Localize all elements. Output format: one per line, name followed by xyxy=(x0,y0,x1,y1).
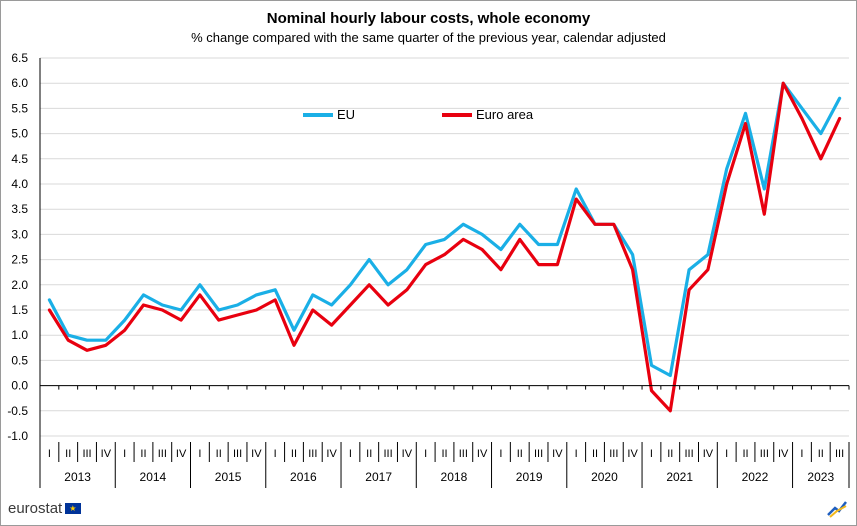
series-lines xyxy=(47,81,842,413)
x-quarter-label: III xyxy=(760,448,769,460)
x-quarter-label: I xyxy=(274,448,277,460)
legend: EU Euro area xyxy=(303,107,534,122)
y-tick-label: 4.5 xyxy=(11,152,28,166)
series-euro-area-line xyxy=(47,81,842,413)
x-quarter-label: IV xyxy=(326,448,337,460)
chart-title: Nominal hourly labour costs, whole econo… xyxy=(266,10,591,27)
y-tick-label: 1.0 xyxy=(11,328,28,342)
x-quarter-label: II xyxy=(592,448,598,460)
x-quarter-label: IV xyxy=(703,448,714,460)
x-year-label: 2017 xyxy=(365,470,392,484)
eurostat-logo: eurostat ★ xyxy=(8,500,82,517)
x-quarter-label: II xyxy=(216,448,222,460)
x-quarter-label: IV xyxy=(402,448,413,460)
x-quarter-label: I xyxy=(48,448,51,460)
y-tick-label: 5.0 xyxy=(11,127,28,141)
x-quarter-label: II xyxy=(291,448,297,460)
x-quarter-label: II xyxy=(667,448,673,460)
x-quarter-label: II xyxy=(441,448,447,460)
x-year-label: 2016 xyxy=(290,470,317,484)
x-quarter-label: I xyxy=(725,448,728,460)
y-tick-label: 3.0 xyxy=(11,227,28,241)
chart-subtitle: % change compared with the same quarter … xyxy=(191,30,666,45)
x-quarter-label: III xyxy=(835,448,844,460)
eu-flag-icon: ★ xyxy=(65,503,82,514)
x-year-label: 2018 xyxy=(441,470,468,484)
x-year-label: 2022 xyxy=(742,470,769,484)
y-tick-label: -1.0 xyxy=(7,429,28,443)
y-axis-ticks: 6.5 6.0 5.5 5.0 4.5 4.0 3.5 3.0 2.5 2.0 1.5 1.0 0.5 0… xyxy=(7,51,28,443)
series-eu-line xyxy=(47,81,842,378)
x-year-label: 2020 xyxy=(591,470,618,484)
x-quarter-label: II xyxy=(818,448,824,460)
x-quarter-label: III xyxy=(383,448,392,460)
y-tick-label: 0.5 xyxy=(11,353,28,367)
x-quarter-label: I xyxy=(650,448,653,460)
x-year-label: 2019 xyxy=(516,470,543,484)
y-tick-label: 5.5 xyxy=(11,101,28,115)
x-quarter-label: I xyxy=(499,448,502,460)
x-year-label: 2023 xyxy=(807,470,834,484)
x-quarter-label: II xyxy=(742,448,748,460)
y-tick-label: 2.5 xyxy=(11,253,28,267)
x-quarter-label: IV xyxy=(627,448,638,460)
x-year-label: 2014 xyxy=(140,470,167,484)
x-quarter-label: II xyxy=(140,448,146,460)
x-quarter-label: III xyxy=(158,448,167,460)
x-quarter-label: IV xyxy=(251,448,262,460)
x-year-label: 2013 xyxy=(64,470,91,484)
y-tick-label: 0.0 xyxy=(11,379,28,393)
x-quarter-label: II xyxy=(517,448,523,460)
x-quarter-label: IV xyxy=(552,448,563,460)
x-quarter-label: II xyxy=(65,448,71,460)
legend-euro-area-label: Euro area xyxy=(476,107,534,122)
x-axis: I II III IV I II III IV I II III IV I II III IV I II III IV… xyxy=(39,58,850,488)
x-quarter-label: IV xyxy=(778,448,789,460)
x-quarter-label: III xyxy=(233,448,242,460)
y-tick-label: 6.5 xyxy=(11,51,28,65)
x-quarter-label: I xyxy=(123,448,126,460)
x-quarter-label: IV xyxy=(477,448,488,460)
y-tick-label: 3.5 xyxy=(11,202,28,216)
x-quarter-label: IV xyxy=(101,448,112,460)
y-tick-label: 1.5 xyxy=(11,303,28,317)
brand-text: eurostat xyxy=(8,500,63,517)
x-quarter-label: I xyxy=(349,448,352,460)
y-tick-label: 6.0 xyxy=(11,76,28,90)
x-year-label: 2021 xyxy=(666,470,693,484)
legend-gap xyxy=(44,102,216,108)
y-tick-label: 4.0 xyxy=(11,177,28,191)
gridlines xyxy=(40,57,849,437)
x-quarter-label: III xyxy=(684,448,693,460)
x-quarter-label: I xyxy=(198,448,201,460)
x-quarter-label: II xyxy=(366,448,372,460)
x-quarter-label: III xyxy=(459,448,468,460)
eurostat-arrow-icon xyxy=(827,501,847,518)
x-quarter-label: IV xyxy=(176,448,187,460)
x-quarter-label: III xyxy=(534,448,543,460)
x-quarter-label: I xyxy=(800,448,803,460)
x-quarter-label: I xyxy=(424,448,427,460)
x-quarter-label: I xyxy=(575,448,578,460)
legend-eu-label: EU xyxy=(337,107,355,122)
x-quarter-label: III xyxy=(308,448,317,460)
y-tick-label: 2.0 xyxy=(11,278,28,292)
y-tick-label: -0.5 xyxy=(7,404,28,418)
x-quarter-label: III xyxy=(82,448,91,460)
x-year-label: 2015 xyxy=(215,470,242,484)
x-quarter-label: III xyxy=(609,448,618,460)
